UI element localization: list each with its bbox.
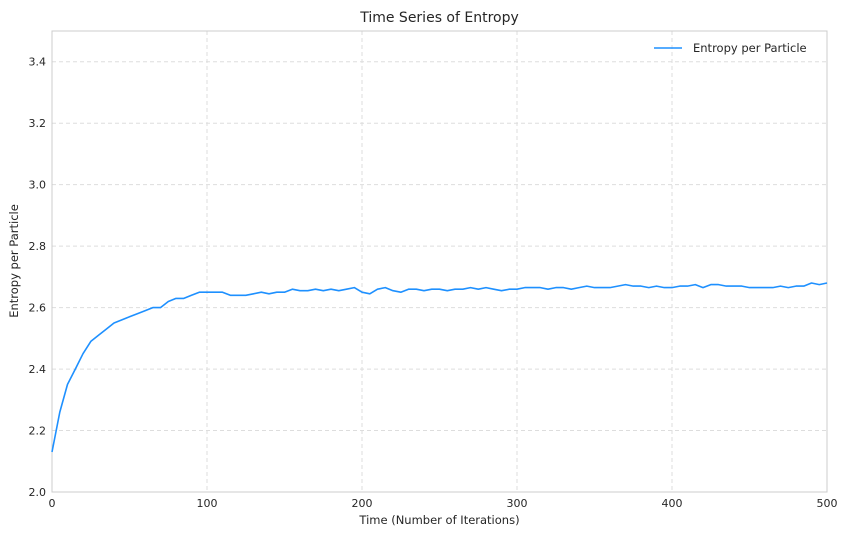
y-tick-label: 2.2 <box>29 425 47 438</box>
plot-frame <box>51 30 828 493</box>
grid <box>51 31 828 493</box>
x-tick-label: 100 <box>197 497 218 510</box>
y-tick-label: 3.0 <box>29 179 47 192</box>
y-tick-label: 2.0 <box>29 486 47 499</box>
y-axis-label: Entropy per Particle <box>7 204 21 318</box>
x-tick-label: 500 <box>817 497 838 510</box>
x-tick-label: 0 <box>49 497 56 510</box>
series-line-entropy <box>51 282 828 453</box>
x-tick-labels: 0 100 200 300 400 500 <box>49 497 838 510</box>
y-tick-labels: 2.0 2.2 2.4 2.6 2.8 3.0 3.2 3.4 <box>29 56 47 499</box>
legend: Entropy per Particle <box>654 41 807 55</box>
x-tick-label: 400 <box>662 497 683 510</box>
y-tick-label: 3.2 <box>29 117 47 130</box>
x-axis-label: Time (Number of Iterations) <box>358 513 519 527</box>
x-tick-label: 300 <box>507 497 528 510</box>
legend-label: Entropy per Particle <box>693 41 807 55</box>
y-tick-label: 2.4 <box>29 363 47 376</box>
y-tick-label: 3.4 <box>29 56 47 69</box>
y-tick-label: 2.6 <box>29 302 47 315</box>
y-tick-label: 2.8 <box>29 240 47 253</box>
chart-title: Time Series of Entropy <box>359 10 519 26</box>
x-tick-label: 200 <box>352 497 373 510</box>
